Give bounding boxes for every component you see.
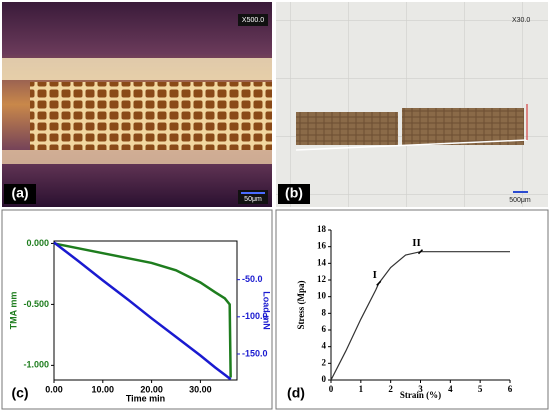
x-tick-label: 2: [388, 384, 393, 394]
panel-label: (b): [285, 185, 303, 201]
panel-label: (d): [287, 385, 305, 401]
photo-b: X30.0 500μm (b): [276, 2, 548, 207]
y2-tick-label: -100.0: [242, 311, 268, 321]
y2-tick-label: -50.0: [242, 274, 263, 284]
y-axis-label: TMA mm: [8, 292, 18, 330]
annotation-mark: [376, 280, 382, 286]
x-axis-label: Strain (%): [400, 390, 441, 400]
plot-frame: [53, 240, 238, 381]
magnification: X500.0: [242, 17, 264, 24]
scale-bar: 500μm: [509, 197, 531, 204]
y-tick-label: 2: [322, 357, 327, 367]
x-axis-label: Time min: [126, 393, 165, 403]
y-tick-label: 6: [322, 324, 327, 334]
x-tick-label: 20.00: [140, 384, 163, 394]
y-tick-label: 4: [322, 341, 327, 351]
y2-axis-label: Load mN: [262, 291, 272, 330]
y-tick-label: 0: [322, 374, 327, 384]
y-tick-label: 0.000: [26, 238, 49, 248]
y-tick-label: 14: [317, 257, 327, 267]
x-tick-label: 6: [508, 384, 513, 394]
y-tick-label: 12: [317, 274, 327, 284]
annotation: II: [412, 237, 421, 249]
x-tick-label: 0: [329, 384, 334, 394]
y-tick-label: 10: [317, 291, 327, 301]
annotation: I: [373, 269, 377, 281]
annotation-mark: [417, 249, 424, 255]
panel-d-frame: [275, 209, 549, 410]
x-tick-label: 4: [448, 384, 453, 394]
x-tick-label: 0.00: [45, 384, 63, 394]
y-tick-label: -0.500: [23, 299, 49, 309]
y2-tick-label: -150.0: [242, 348, 268, 358]
data-line: [53, 241, 232, 381]
y-tick-label: -1.000: [23, 360, 49, 370]
y-tick-label: 18: [317, 224, 327, 234]
scale-bar: 50μm: [244, 196, 262, 203]
y-axis-label: Stress (Mpa): [296, 280, 306, 329]
y-tick-label: 16: [317, 241, 327, 251]
x-tick-label: 30.00: [189, 384, 212, 394]
panel-label: (c): [11, 385, 28, 401]
panel-label: (a): [11, 185, 28, 201]
data-line: [53, 242, 232, 378]
x-tick-label: 1: [359, 384, 364, 394]
photo-a: X500.0 50μm (a): [2, 2, 272, 207]
x-tick-label: 10.00: [92, 384, 115, 394]
magnification: X30.0: [512, 17, 530, 24]
x-tick-label: 3: [418, 384, 423, 394]
y-tick-label: 8: [322, 307, 327, 317]
x-tick-label: 5: [478, 384, 483, 394]
